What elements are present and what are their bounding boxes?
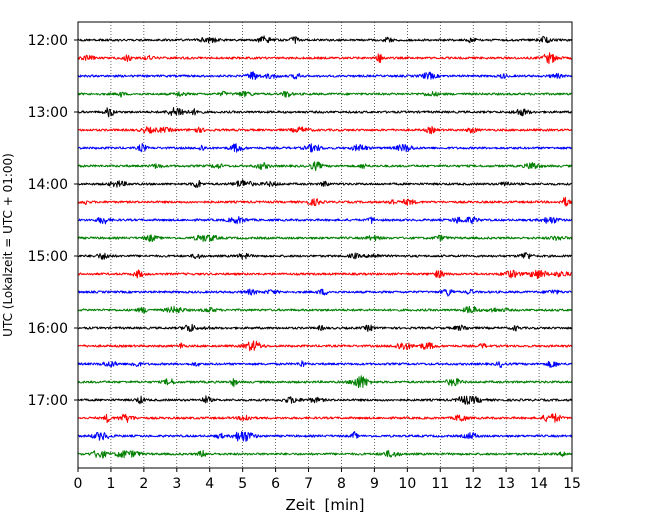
y-axis: 12:00 13:00 14:00 15:00 16:00 17:00 bbox=[28, 33, 78, 409]
seismogram-trace bbox=[77, 375, 573, 389]
x-tick-label: 7 bbox=[304, 476, 313, 492]
grid-lines bbox=[110, 22, 540, 468]
plot-frame bbox=[77, 21, 573, 469]
y-tick-label: 12:00 bbox=[28, 33, 68, 49]
seismogram-trace bbox=[77, 196, 573, 207]
x-tick-label: 2 bbox=[139, 476, 148, 492]
seismogram-trace bbox=[77, 179, 573, 189]
y-tick-label: 15:00 bbox=[28, 249, 68, 265]
seismogram-trace bbox=[77, 143, 573, 153]
seismogram-trace bbox=[77, 52, 573, 65]
x-tick-label: 12 bbox=[464, 476, 482, 492]
seismogram-trace bbox=[77, 269, 573, 280]
seismogram-trace bbox=[77, 449, 573, 459]
seismogram-trace bbox=[77, 431, 573, 442]
y-tick-label: 16:00 bbox=[28, 321, 68, 337]
x-tick-label: 0 bbox=[74, 476, 83, 492]
x-tick-label: 11 bbox=[431, 476, 449, 492]
x-tick-label: 6 bbox=[271, 476, 280, 492]
x-tick-label: 5 bbox=[238, 476, 247, 492]
seismogram-trace bbox=[77, 305, 573, 314]
x-axis-title: Zeit [min] bbox=[285, 496, 364, 514]
seismogram-trace bbox=[77, 395, 573, 405]
x-tick-label: 13 bbox=[497, 476, 515, 492]
seismogram-traces bbox=[77, 35, 573, 459]
seismogram-trace bbox=[77, 216, 573, 225]
x-tick-label: 10 bbox=[398, 476, 416, 492]
seismogram-trace bbox=[77, 234, 573, 242]
x-axis: 0 1 2 3 4 5 6 7 8 9 10 11 12 13 14 15 bbox=[74, 468, 581, 492]
seismogram-trace bbox=[77, 340, 573, 352]
seismogram-trace bbox=[77, 288, 573, 297]
y-axis-title: UTC (Lokalzeit = UTC + 01:00) bbox=[1, 153, 15, 337]
seismogram-trace bbox=[77, 90, 573, 98]
seismogram-trace bbox=[77, 35, 573, 44]
y-tick-label: 13:00 bbox=[28, 105, 68, 121]
x-tick-label: 3 bbox=[172, 476, 181, 492]
y-tick-label: 14:00 bbox=[28, 177, 68, 193]
x-tick-label: 4 bbox=[205, 476, 214, 492]
x-tick-label: 1 bbox=[106, 476, 115, 492]
x-tick-label: 14 bbox=[530, 476, 548, 492]
seismogram-trace bbox=[77, 360, 573, 369]
seismogram-trace bbox=[77, 107, 573, 118]
seismogram-trace bbox=[77, 251, 573, 260]
seismogram-trace bbox=[77, 71, 573, 81]
seismogram-trace bbox=[77, 323, 573, 332]
x-tick-label: 9 bbox=[370, 476, 379, 492]
y-tick-label: 17:00 bbox=[28, 393, 68, 409]
x-tick-label: 8 bbox=[337, 476, 346, 492]
seismogram-trace bbox=[77, 125, 573, 135]
x-tick-label: 15 bbox=[563, 476, 581, 492]
seismogram-trace bbox=[77, 161, 573, 172]
seismogram-trace bbox=[77, 413, 573, 423]
